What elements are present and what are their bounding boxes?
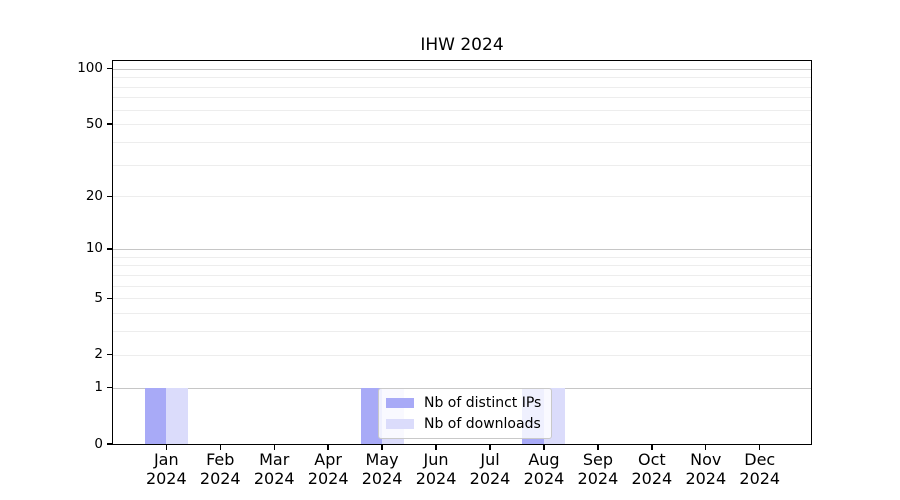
y-axis-tick	[107, 386, 113, 389]
x-axis-tick-label: Nov 2024	[685, 450, 727, 488]
y-axis-tick-label: 10	[85, 240, 103, 257]
minor-gridline	[113, 313, 811, 315]
minor-gridline	[113, 354, 811, 356]
x-axis-tick	[165, 444, 167, 450]
x-axis-tick-label: Mar 2024	[253, 450, 295, 488]
y-axis-tick	[107, 443, 113, 445]
legend-swatch-downloads	[386, 419, 414, 429]
y-axis-tick	[107, 67, 113, 70]
legend-swatch-distinct-ips	[386, 398, 414, 408]
y-axis-tick-label: 100	[77, 60, 103, 77]
x-axis-tick	[219, 444, 221, 450]
x-axis-tick-label: Oct 2024	[631, 450, 673, 488]
x-axis-tick	[543, 444, 545, 450]
minor-gridline	[113, 124, 811, 126]
major-gridline	[113, 68, 811, 70]
y-axis-tick-label: 20	[85, 187, 103, 204]
y-axis-tick	[107, 353, 113, 356]
bar-downloads-jan	[166, 387, 188, 444]
y-axis-tick-label: 2	[94, 346, 103, 363]
minor-gridline	[113, 141, 811, 143]
minor-gridline	[113, 97, 811, 99]
y-axis-tick-label: 1	[94, 379, 103, 396]
bar-distinct-ips-may	[360, 387, 383, 444]
y-axis-tick	[107, 248, 113, 250]
legend: Nb of distinct IPs Nb of downloads	[378, 388, 553, 439]
x-axis-tick	[381, 444, 383, 450]
y-axis-tick-label: 5	[94, 289, 103, 306]
x-axis-tick	[489, 444, 491, 450]
x-axis-tick	[759, 444, 761, 450]
x-axis-tick	[651, 444, 653, 450]
x-axis-tick-label: May 2024	[361, 450, 403, 488]
minor-gridline	[113, 298, 811, 300]
x-axis-tick-label: Sep 2024	[577, 450, 619, 488]
legend-label-distinct-ips: Nb of distinct IPs	[424, 395, 542, 411]
x-axis-tick-label: Jul 2024	[469, 450, 511, 488]
y-axis-tick	[107, 123, 113, 125]
minor-gridline	[113, 86, 811, 88]
minor-gridline	[113, 164, 811, 166]
minor-gridline	[113, 331, 811, 333]
minor-gridline	[113, 265, 811, 267]
x-axis-tick	[705, 444, 707, 450]
chart-title: IHW 2024	[420, 35, 504, 55]
legend-entry-distinct-ips: Nb of distinct IPs	[386, 394, 541, 412]
y-axis-tick	[107, 297, 113, 299]
minor-gridline	[113, 77, 811, 79]
y-axis-tick	[107, 195, 113, 198]
minor-gridline	[113, 256, 811, 258]
x-axis-tick-label: Aug 2024	[523, 450, 565, 488]
major-gridline	[113, 248, 811, 250]
x-axis-tick-label: Feb 2024	[199, 450, 241, 488]
x-axis-tick	[435, 444, 437, 450]
minor-gridline	[113, 285, 811, 287]
x-axis-tick-label: Apr 2024	[307, 450, 349, 488]
legend-entry-downloads: Nb of downloads	[386, 415, 541, 433]
x-axis-tick	[327, 444, 329, 450]
x-axis-tick-label: Jan 2024	[145, 450, 187, 488]
minor-gridline	[113, 274, 811, 276]
minor-gridline	[113, 109, 811, 111]
bar-distinct-ips-jan	[144, 387, 167, 444]
x-axis-tick-label: Dec 2024	[739, 450, 781, 488]
legend-label-downloads: Nb of downloads	[424, 416, 541, 432]
y-axis-tick-label: 50	[85, 115, 103, 132]
x-axis-tick	[597, 444, 599, 450]
x-axis-tick-label: Jun 2024	[415, 450, 457, 488]
minor-gridline	[113, 196, 811, 198]
y-axis-tick-label: 0	[94, 435, 103, 452]
x-axis-tick	[273, 444, 275, 450]
